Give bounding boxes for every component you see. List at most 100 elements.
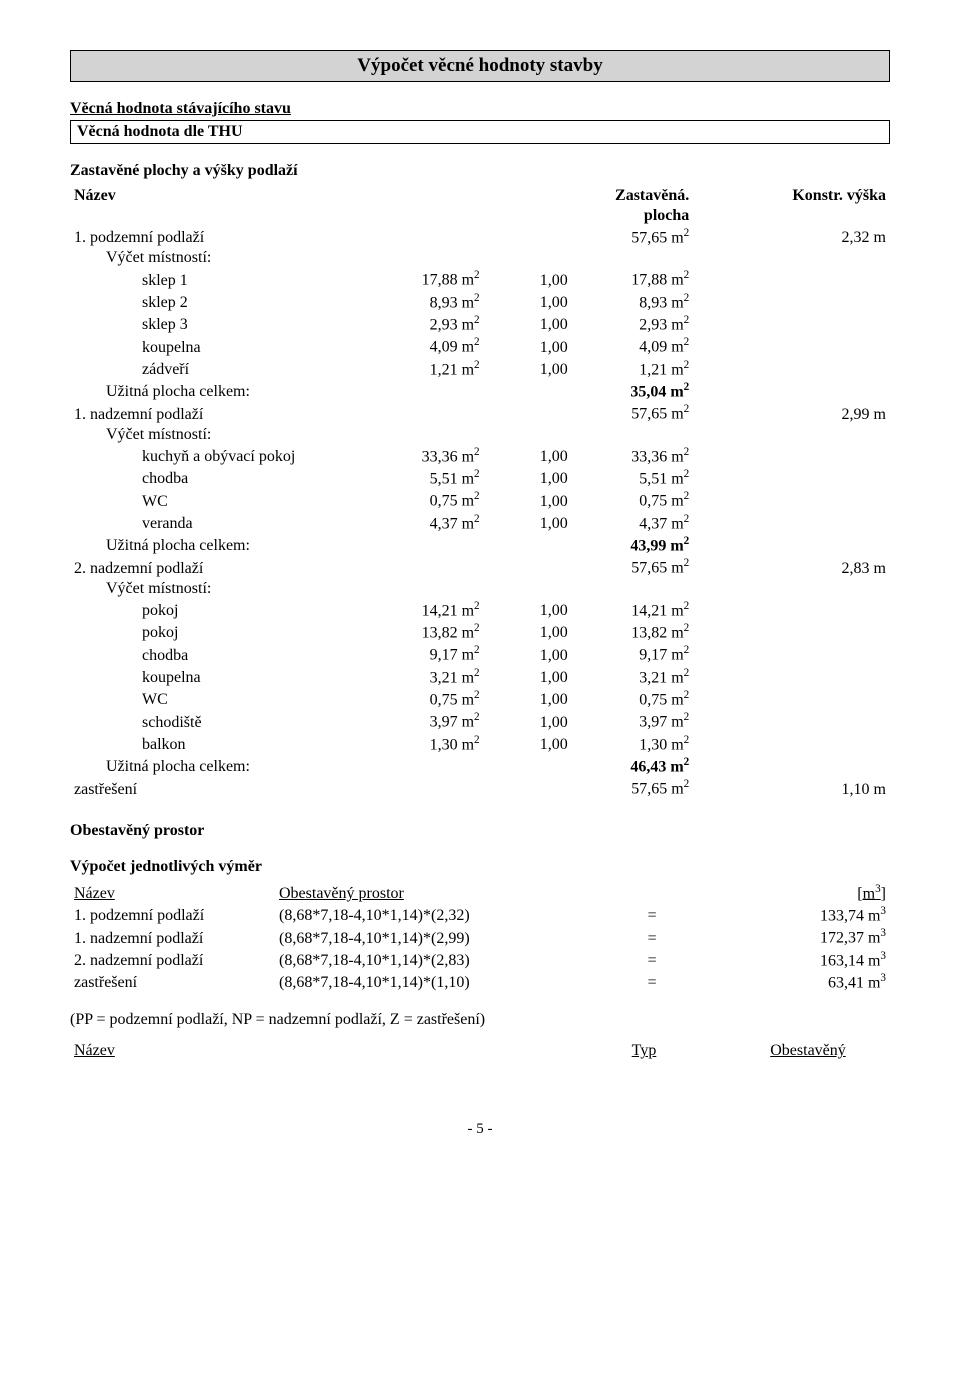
room-val: 3,97 m2 xyxy=(572,710,693,732)
room-raw: 0,75 m2 xyxy=(363,688,484,710)
room-coef: 1,00 xyxy=(484,710,572,732)
floor-row: 1. podzemní podlaží57,65 m22,32 m xyxy=(70,226,890,248)
rooms-label-row: Výčet místností: xyxy=(70,248,890,268)
roof-name: zastřešení xyxy=(70,777,363,799)
room-raw: 1,30 m2 xyxy=(363,733,484,755)
room-coef: 1,00 xyxy=(484,621,572,643)
room-coef: 1,00 xyxy=(484,467,572,489)
rooms-label-row: Výčet místností: xyxy=(70,425,890,445)
typ-col-ob: Obestavěný xyxy=(726,1041,890,1061)
volrow-eq: = xyxy=(628,971,677,993)
room-val: 5,51 m2 xyxy=(572,467,693,489)
room-row: zádveří1,21 m21,001,21 m2 xyxy=(70,358,890,380)
room-coef: 1,00 xyxy=(484,512,572,534)
volrow-name: zastřešení xyxy=(70,971,275,993)
room-name: WC xyxy=(70,489,363,511)
room-row: pokoj13,82 m21,0013,82 m2 xyxy=(70,621,890,643)
thulabel: Věcná hodnota dle THU xyxy=(77,123,243,140)
typ-col-typ: Typ xyxy=(562,1041,726,1061)
room-raw: 3,97 m2 xyxy=(363,710,484,732)
room-name: koupelna xyxy=(70,666,363,688)
room-coef: 1,00 xyxy=(484,599,572,621)
volume-row: 2. nadzemní podlaží(8,68*7,18-4,10*1,14)… xyxy=(70,949,890,971)
volrow-name: 2. nadzemní podlaží xyxy=(70,949,275,971)
room-val: 8,93 m2 xyxy=(572,291,693,313)
volume-header-row: Název Obestavěný prostor [m3] xyxy=(70,882,890,904)
col-name: Název xyxy=(70,186,363,206)
usable-label: Užitná plocha celkem: xyxy=(70,755,363,777)
floor-row: 1. nadzemní podlaží57,65 m22,99 m xyxy=(70,402,890,424)
room-val: 4,09 m2 xyxy=(572,335,693,357)
volume-row: zastřešení(8,68*7,18-4,10*1,14)*(1,10)=6… xyxy=(70,971,890,993)
room-val: 17,88 m2 xyxy=(572,268,693,290)
floor-name: 1. nadzemní podlaží xyxy=(70,402,363,424)
room-raw: 0,75 m2 xyxy=(363,489,484,511)
room-val: 13,82 m2 xyxy=(572,621,693,643)
volrow-calc: (8,68*7,18-4,10*1,14)*(2,32) xyxy=(275,904,628,926)
room-name: pokoj xyxy=(70,599,363,621)
room-val: 0,75 m2 xyxy=(572,489,693,511)
room-name: schodiště xyxy=(70,710,363,732)
room-raw: 4,37 m2 xyxy=(363,512,484,534)
rooms-label: Výčet místností: xyxy=(70,579,363,599)
room-name: sklep 1 xyxy=(70,268,363,290)
room-name: veranda xyxy=(70,512,363,534)
room-row: koupelna4,09 m21,004,09 m2 xyxy=(70,335,890,357)
volume-heading: Obestavěný prostor xyxy=(70,822,890,840)
roof-area: 57,65 m2 xyxy=(572,777,693,799)
usable-total-row: Užitná plocha celkem:43,99 m2 xyxy=(70,534,890,556)
volrow-val: 163,14 m3 xyxy=(677,949,890,971)
typ-table: Název Typ Obestavěný xyxy=(70,1041,890,1061)
room-name: WC xyxy=(70,688,363,710)
volrow-eq: = xyxy=(628,904,677,926)
section-subtitle: Věcná hodnota stávajícího stavu xyxy=(70,100,890,118)
room-coef: 1,00 xyxy=(484,268,572,290)
vol-col-unit: [m3] xyxy=(677,882,890,904)
floor-height: 2,83 m xyxy=(788,556,890,578)
room-name: sklep 2 xyxy=(70,291,363,313)
room-name: balkon xyxy=(70,733,363,755)
floor-height: 2,32 m xyxy=(788,226,890,248)
room-row: chodba9,17 m21,009,17 m2 xyxy=(70,643,890,665)
usable-total-row: Užitná plocha celkem: 46,43 m2 xyxy=(70,755,890,777)
room-coef: 1,00 xyxy=(484,291,572,313)
room-val: 0,75 m2 xyxy=(572,688,693,710)
room-val: 1,21 m2 xyxy=(572,358,693,380)
usable-val: 35,04 m2 xyxy=(572,380,693,402)
room-row: schodiště3,97 m21,003,97 m2 xyxy=(70,710,890,732)
room-name: pokoj xyxy=(70,621,363,643)
room-raw: 13,82 m2 xyxy=(363,621,484,643)
room-val: 14,21 m2 xyxy=(572,599,693,621)
floor-name: 2. nadzemní podlaží xyxy=(70,556,363,578)
volume-subheading: Výpočet jednotlivých výměr xyxy=(70,858,890,876)
room-val: 9,17 m2 xyxy=(572,643,693,665)
typ-header-row: Název Typ Obestavěný xyxy=(70,1041,890,1061)
room-raw: 17,88 m2 xyxy=(363,268,484,290)
volrow-val: 133,74 m3 xyxy=(677,904,890,926)
room-coef: 1,00 xyxy=(484,358,572,380)
thulabel-box: Věcná hodnota dle THU xyxy=(70,120,890,144)
volume-row: 1. nadzemní podlaží(8,68*7,18-4,10*1,14)… xyxy=(70,926,890,948)
floor-name: 1. podzemní podlaží xyxy=(70,226,363,248)
room-row: koupelna3,21 m21,003,21 m2 xyxy=(70,666,890,688)
areas-heading: Zastavěné plochy a výšky podlaží xyxy=(70,162,890,180)
volrow-val: 63,41 m3 xyxy=(677,971,890,993)
page-title-box: Výpočet věcné hodnoty stavby xyxy=(70,50,890,82)
room-row: sklep 32,93 m21,002,93 m2 xyxy=(70,313,890,335)
room-raw: 4,09 m2 xyxy=(363,335,484,357)
usable-label: Užitná plocha celkem: xyxy=(70,534,363,556)
volrow-name: 1. nadzemní podlaží xyxy=(70,926,275,948)
room-name: zádveří xyxy=(70,358,363,380)
volrow-calc: (8,68*7,18-4,10*1,14)*(2,99) xyxy=(275,926,628,948)
areas-table: Název Zastavěná. Konstr. výška plocha 1.… xyxy=(70,186,890,800)
rooms-label: Výčet místností: xyxy=(70,425,363,445)
areas-header-row2: plocha xyxy=(70,206,890,226)
room-row: pokoj14,21 m21,0014,21 m2 xyxy=(70,599,890,621)
room-raw: 33,36 m2 xyxy=(363,445,484,467)
volrow-calc: (8,68*7,18-4,10*1,14)*(2,83) xyxy=(275,949,628,971)
rooms-label: Výčet místností: xyxy=(70,248,363,268)
room-raw: 1,21 m2 xyxy=(363,358,484,380)
volrow-val: 172,37 m3 xyxy=(677,926,890,948)
usable-val: 46,43 m2 xyxy=(572,755,693,777)
room-coef: 1,00 xyxy=(484,688,572,710)
